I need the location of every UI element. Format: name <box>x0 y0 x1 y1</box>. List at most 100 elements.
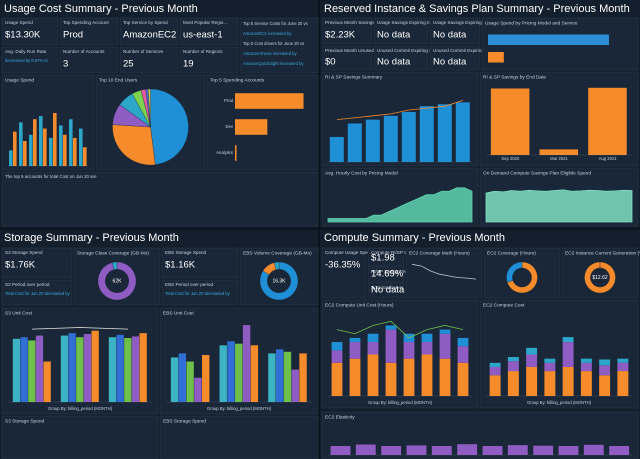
bar <box>83 333 92 402</box>
bar <box>558 446 579 455</box>
bar <box>406 445 427 455</box>
bar <box>385 329 397 363</box>
chart-title: S3 Storage Spend <box>5 418 45 424</box>
bar <box>283 351 292 402</box>
bar <box>39 116 43 166</box>
bar <box>19 122 23 166</box>
bar <box>367 333 379 343</box>
kpi-label: RI/SP Savings % <box>371 269 406 274</box>
panel <box>321 17 373 45</box>
bar <box>349 342 361 359</box>
bar <box>539 149 579 155</box>
panel <box>159 415 319 459</box>
pie-slice <box>112 124 156 166</box>
chart-title: EC2 Coverage Math (Hours) <box>409 250 470 256</box>
kpi-value: No data <box>433 30 467 41</box>
kpi-value: $13.30K <box>5 30 41 41</box>
panel <box>373 17 429 45</box>
kpi-label: Avg. Daily Run Rate <box>5 49 47 54</box>
panel <box>429 17 481 45</box>
bar <box>331 362 343 396</box>
bar <box>131 336 140 402</box>
panel <box>1 46 59 74</box>
bar <box>439 329 451 334</box>
pie-slice <box>274 261 280 270</box>
kpi-value: $0 <box>325 57 336 68</box>
panel <box>1 171 319 227</box>
bar <box>421 354 433 396</box>
chart-title: Usage Spend <box>5 77 34 83</box>
kpi-label: Spot Savings % <box>371 285 403 290</box>
kpi-value: No data <box>377 57 411 68</box>
bar <box>347 123 362 162</box>
bar <box>60 335 69 402</box>
bar <box>439 358 451 396</box>
panel <box>367 266 405 283</box>
pie-slice <box>506 261 523 283</box>
bar <box>29 134 33 166</box>
kpi-value: AmazonEC2 <box>123 30 176 41</box>
bar <box>194 377 202 402</box>
bar <box>349 358 361 396</box>
chart-title: Top 10 End Users <box>99 77 138 83</box>
bar <box>227 341 235 402</box>
panel <box>119 46 179 74</box>
kpi-label: Unused Commit Expiring in... <box>377 48 437 53</box>
bar <box>599 359 611 366</box>
donut-center: $12.62 <box>592 275 608 281</box>
kpi-label: Number of Accounts <box>63 49 105 54</box>
x-axis-label: Group By: billing_period (MONTH) <box>368 400 433 405</box>
kpi-value: -36.35% <box>325 260 361 271</box>
bar <box>580 362 592 372</box>
pie-slice <box>97 261 137 301</box>
kpi-value: $1.76K <box>5 260 36 271</box>
bar <box>49 137 53 166</box>
bar <box>401 111 416 162</box>
chart-title: RI & SP Savings Summary <box>325 74 383 80</box>
kpi-label: EBS Period over period <box>165 282 213 287</box>
y-tick-label: Dev <box>226 124 234 129</box>
panel <box>1 279 73 306</box>
panel <box>405 247 483 299</box>
bar <box>403 358 415 396</box>
bar <box>544 362 556 372</box>
panel <box>1 247 73 279</box>
panel <box>367 282 405 299</box>
note-text: Top 5 Service Costs for June 20 vs <box>243 21 308 26</box>
bar <box>291 369 299 402</box>
line <box>411 263 477 280</box>
chart-title: EBS Volume Coverage (GB-Mo) <box>243 250 312 256</box>
kpi-label: Usage Savings Expiring In... <box>433 20 491 25</box>
panel <box>429 45 481 71</box>
panel <box>161 279 239 306</box>
bar <box>562 366 574 396</box>
bar <box>457 346 469 363</box>
pie-slice <box>584 261 616 294</box>
panel <box>1 74 95 171</box>
bar <box>383 115 398 162</box>
bar <box>299 353 307 402</box>
kpi-label: EBS Storage Spend <box>165 250 207 255</box>
bar <box>403 342 415 359</box>
bar <box>489 375 501 396</box>
bar <box>124 338 132 402</box>
bar <box>116 334 124 402</box>
kpi-label: Top Spending Account <box>63 20 109 25</box>
kpi-label: Most Popular Regio... <box>183 20 227 25</box>
bar <box>235 93 304 109</box>
bar <box>20 337 28 402</box>
kpi-label: Usage Spend <box>5 20 33 25</box>
bar <box>170 357 179 402</box>
line-series <box>31 327 129 330</box>
section-title: Reserved Instance & Savings Plan Summary… <box>324 3 630 15</box>
bar <box>235 119 268 135</box>
bar <box>588 87 627 155</box>
kpi-label: Unused Commit Expiring in... <box>433 48 493 53</box>
bar <box>23 141 27 166</box>
bar <box>431 446 452 455</box>
bar <box>419 106 434 162</box>
chart-title: EC2 Instance Current Generation (%) <box>565 250 640 256</box>
bar <box>439 333 451 359</box>
pie-slice <box>147 88 151 128</box>
